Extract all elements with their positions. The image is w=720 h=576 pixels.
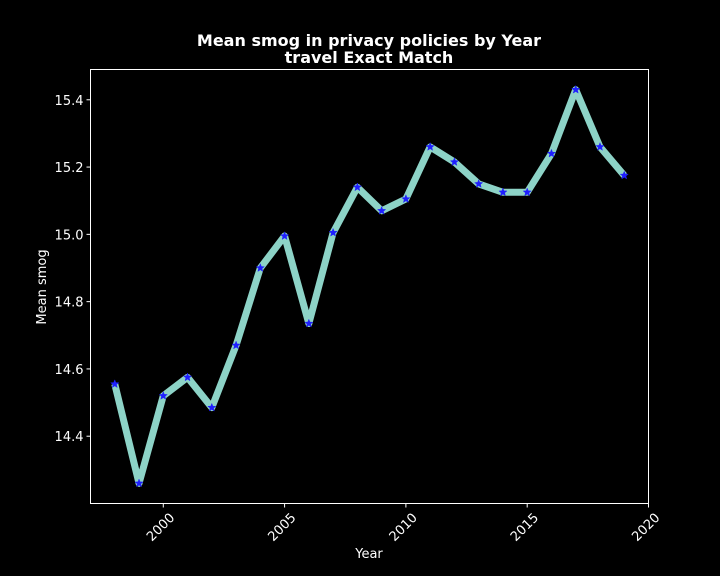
- x-tick-label: 2020: [629, 511, 663, 545]
- data-point-marker: [158, 390, 168, 400]
- data-point-marker: [619, 170, 629, 180]
- x-tick-label: 2000: [144, 511, 178, 545]
- y-tick-label: 14.6: [55, 363, 84, 378]
- x-axis-label: Year: [354, 547, 383, 562]
- data-point-marker: [255, 263, 265, 272]
- data-point-marker: [498, 187, 508, 197]
- data-point-marker: [110, 379, 120, 389]
- data-point-marker: [134, 478, 144, 488]
- y-tick-label: 14.4: [55, 430, 84, 445]
- y-axis: 14.4 14.6 14.8 15.0 15.2 15.4: [55, 94, 91, 445]
- series-layer: [110, 84, 629, 488]
- data-point-marker: [449, 157, 460, 166]
- y-tick-label: 15.2: [55, 161, 84, 176]
- x-tick-label: 2010: [387, 511, 421, 545]
- data-point-marker: [376, 205, 387, 215]
- y-axis-label: Mean smog: [35, 249, 50, 324]
- data-point-marker: [401, 194, 411, 203]
- data-point-marker: [522, 187, 532, 197]
- data-point-marker: [231, 340, 241, 350]
- data-point-marker: [182, 372, 193, 382]
- data-point-marker: [328, 227, 338, 237]
- x-tick-label: 2005: [265, 511, 299, 545]
- data-point-marker: [304, 318, 314, 328]
- chart-title: Mean smog in privacy policies by Year: [197, 31, 541, 50]
- data-point-marker: [352, 182, 363, 192]
- data-point-marker: [207, 402, 217, 412]
- data-point-marker: [279, 231, 290, 240]
- data-point-marker: [425, 141, 435, 151]
- data-point-marker: [595, 141, 605, 151]
- chart-subtitle: travel Exact Match: [285, 48, 454, 67]
- y-tick-label: 15.4: [55, 94, 84, 109]
- plot-area-frame: [90, 69, 649, 504]
- y-tick-label: 15.0: [55, 228, 84, 243]
- series-line: [111, 86, 627, 487]
- x-axis: 2000 2005 2010 2015 2020: [144, 503, 663, 545]
- data-point-marker: [474, 178, 484, 188]
- data-point-marker: [571, 84, 581, 94]
- y-tick-label: 14.8: [55, 296, 84, 311]
- x-tick-label: 2015: [508, 511, 542, 545]
- data-point-marker: [546, 148, 557, 158]
